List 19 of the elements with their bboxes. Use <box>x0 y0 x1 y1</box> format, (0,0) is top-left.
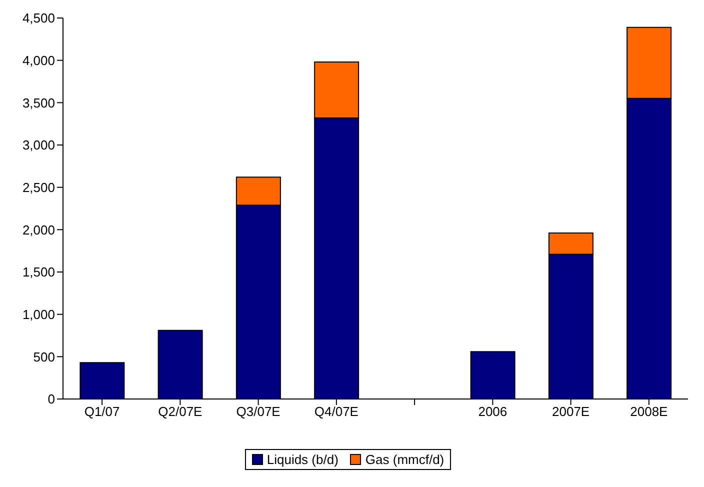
y-tick-label: 4,500 <box>22 10 55 26</box>
x-tick-label: 2006 <box>478 404 508 420</box>
x-tick-label: Q2/07E <box>158 404 203 420</box>
legend-label: Liquids (b/d) <box>266 452 338 467</box>
y-tick-label: 3,000 <box>22 138 55 153</box>
y-tick-label: 2,500 <box>22 180 55 195</box>
y-tick-label: 1,000 <box>22 306 55 322</box>
y-tick-label: 2,000 <box>22 222 55 238</box>
x-tick-label: Q1/07 <box>84 404 120 420</box>
y-tick-label: 1,500 <box>22 264 55 280</box>
legend-label: Gas (mmcf/d) <box>364 452 444 467</box>
y-tick-label: 0 <box>48 392 55 407</box>
x-tick-label: 2007E <box>552 404 590 420</box>
x-tick-label: Q4/07E <box>314 404 359 420</box>
x-tick-label: 2008E <box>630 404 668 420</box>
x-tick-label: Q3/07E <box>236 404 281 420</box>
y-tick-label: 500 <box>33 349 55 364</box>
y-tick-label: 3,500 <box>22 95 55 110</box>
y-tick-label: 4,000 <box>22 52 55 68</box>
